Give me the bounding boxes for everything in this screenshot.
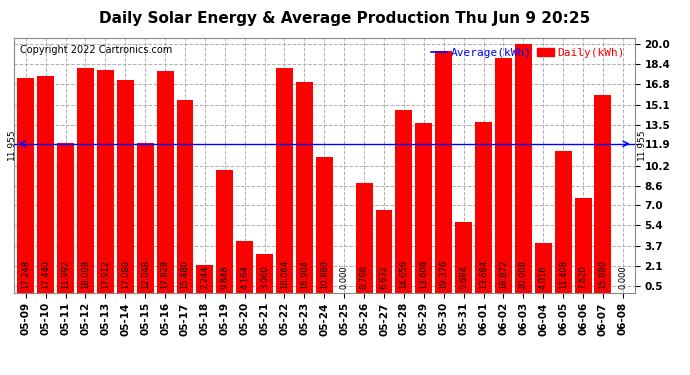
Bar xyxy=(395,110,413,292)
Bar xyxy=(495,58,512,292)
Text: 11.955: 11.955 xyxy=(637,128,646,160)
Bar xyxy=(57,143,74,292)
Text: 16.904: 16.904 xyxy=(300,260,309,289)
Bar xyxy=(197,265,213,292)
Bar xyxy=(137,142,154,292)
Text: 12.048: 12.048 xyxy=(141,260,150,289)
Bar xyxy=(97,70,114,292)
Text: 20.008: 20.008 xyxy=(519,260,528,289)
Bar xyxy=(575,198,591,292)
Text: 17.080: 17.080 xyxy=(121,260,130,289)
Bar xyxy=(316,157,333,292)
Bar xyxy=(217,170,233,292)
Text: 17.440: 17.440 xyxy=(41,260,50,289)
Text: 4.016: 4.016 xyxy=(539,265,548,289)
Bar xyxy=(236,241,253,292)
Text: 9.848: 9.848 xyxy=(220,265,229,289)
Bar xyxy=(595,95,611,292)
Bar xyxy=(435,51,452,292)
Bar xyxy=(455,222,472,292)
Text: 19.376: 19.376 xyxy=(440,260,449,289)
Text: 6.632: 6.632 xyxy=(380,265,388,289)
Text: 13.608: 13.608 xyxy=(420,260,428,289)
Bar xyxy=(555,151,571,292)
Legend: Average(kWh), Daily(kWh): Average(kWh), Daily(kWh) xyxy=(426,43,629,62)
Bar xyxy=(355,183,373,292)
Bar xyxy=(117,80,134,292)
Text: 18.008: 18.008 xyxy=(81,260,90,289)
Bar xyxy=(535,243,552,292)
Bar xyxy=(515,44,532,292)
Bar xyxy=(256,254,273,292)
Text: 5.684: 5.684 xyxy=(459,265,468,289)
Bar xyxy=(475,122,492,292)
Text: 3.060: 3.060 xyxy=(260,265,269,289)
Bar xyxy=(415,123,432,292)
Text: 7.620: 7.620 xyxy=(578,265,588,289)
Text: 4.164: 4.164 xyxy=(240,265,249,289)
Bar xyxy=(77,69,94,292)
Text: 11.992: 11.992 xyxy=(61,260,70,289)
Bar xyxy=(17,78,34,292)
Text: 15.480: 15.480 xyxy=(181,260,190,289)
Bar xyxy=(296,82,313,292)
Text: 14.656: 14.656 xyxy=(400,260,408,289)
Bar xyxy=(177,100,193,292)
Text: Copyright 2022 Cartronics.com: Copyright 2022 Cartronics.com xyxy=(20,45,172,55)
Text: 8.768: 8.768 xyxy=(359,265,368,289)
Text: 17.912: 17.912 xyxy=(101,260,110,289)
Text: 17.248: 17.248 xyxy=(21,260,30,289)
Text: 11.408: 11.408 xyxy=(559,260,568,289)
Bar xyxy=(276,68,293,292)
Text: 0.000: 0.000 xyxy=(618,265,627,289)
Text: 10.880: 10.880 xyxy=(319,260,329,289)
Text: 18.064: 18.064 xyxy=(280,260,289,289)
Text: 18.872: 18.872 xyxy=(499,260,508,289)
Text: 15.880: 15.880 xyxy=(598,260,607,289)
Bar xyxy=(157,71,173,292)
Bar xyxy=(375,210,393,292)
Text: 13.684: 13.684 xyxy=(479,260,488,289)
Text: Daily Solar Energy & Average Production Thu Jun 9 20:25: Daily Solar Energy & Average Production … xyxy=(99,11,591,26)
Text: 2.244: 2.244 xyxy=(200,265,209,289)
Bar xyxy=(37,76,54,292)
Text: 11.955: 11.955 xyxy=(7,128,16,160)
Text: 0.000: 0.000 xyxy=(339,265,348,289)
Text: 17.828: 17.828 xyxy=(161,260,170,289)
